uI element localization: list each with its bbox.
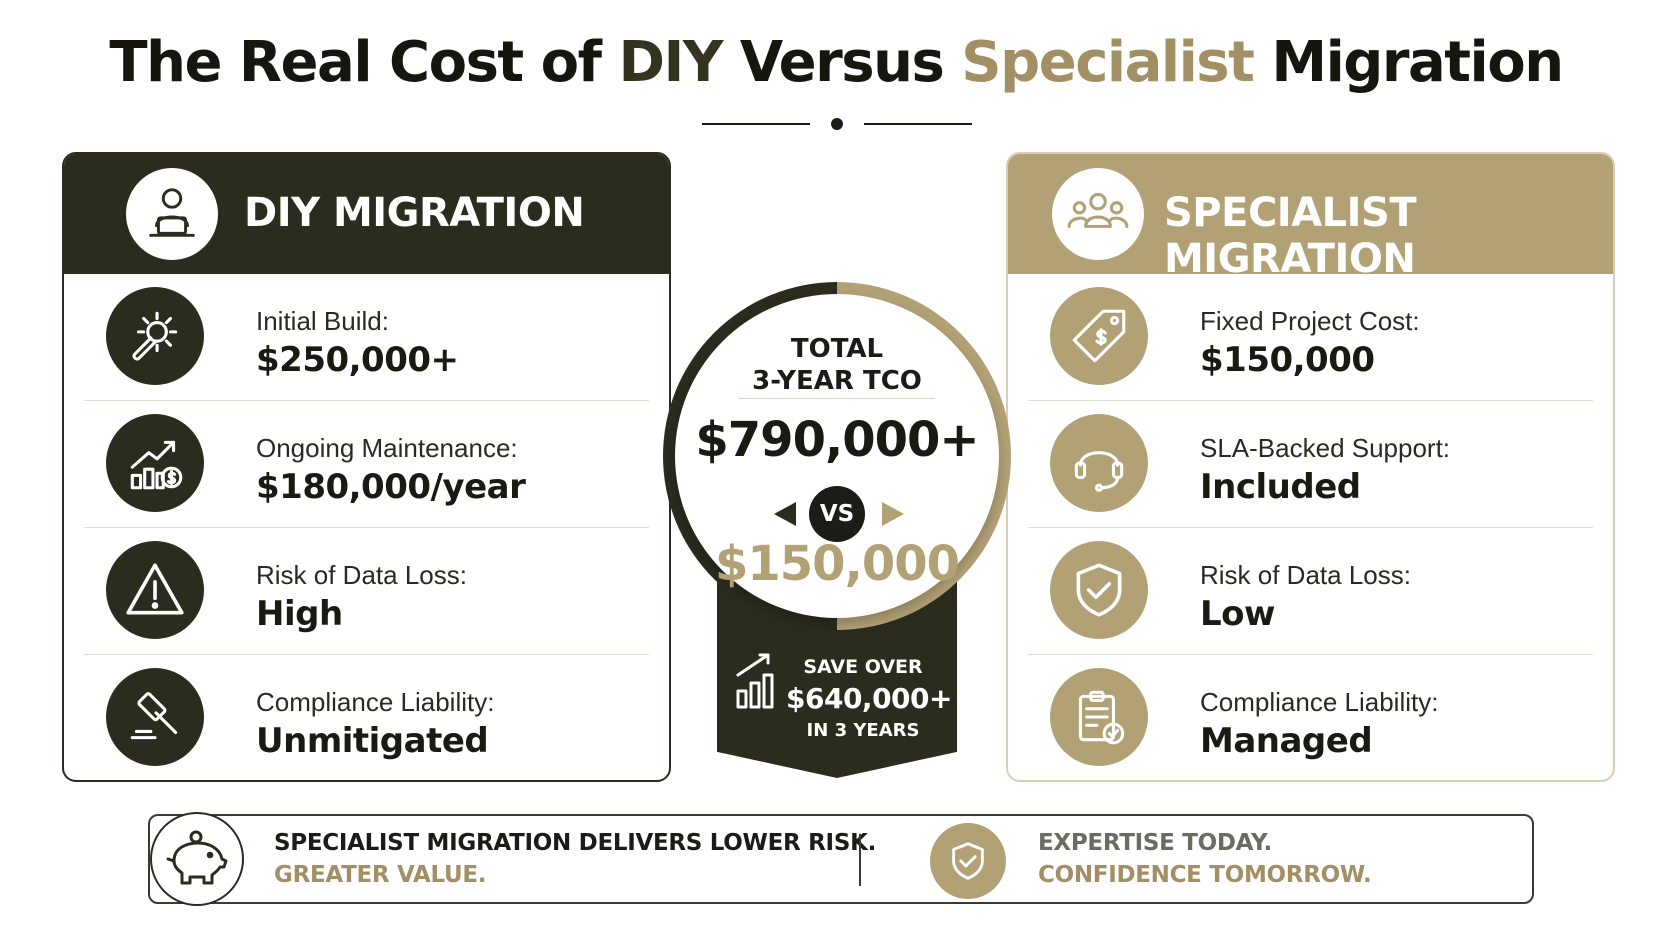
- savings-caption-top: SAVE OVER: [803, 656, 923, 678]
- specialist-row-value: Managed: [1200, 721, 1373, 761]
- tco-badge-inner: TOTAL 3-YEAR TCO $790,000+ VS $150,000: [675, 294, 999, 618]
- specialist-row-label: Compliance Liability:: [1200, 687, 1439, 717]
- diy-row-data-loss: Risk of Data Loss: High: [84, 528, 649, 655]
- headset-icon: [1050, 414, 1148, 512]
- arrow-left-icon: [774, 502, 796, 526]
- arrow-right-icon: [882, 502, 904, 526]
- row-divider: [1028, 654, 1593, 655]
- chart-dollar-icon: [106, 414, 204, 512]
- diy-row-label: Compliance Liability:: [256, 687, 495, 717]
- title-part-3: Versus: [721, 30, 962, 95]
- specialist-row-value: Low: [1200, 594, 1275, 634]
- diy-row-label: Ongoing Maintenance:: [256, 433, 518, 463]
- gavel-icon: [106, 668, 204, 766]
- price-tag-icon: [1050, 287, 1148, 385]
- title-divider-dot: [831, 118, 843, 130]
- diy-migration-card: DIY MIGRATION Initial Build: $250,000+: [62, 152, 671, 782]
- specialist-row-value: Included: [1200, 467, 1361, 507]
- diy-row-value: High: [256, 594, 343, 634]
- specialist-card-title: SPECIALIST MIGRATION: [1164, 190, 1417, 282]
- row-divider: [84, 654, 649, 655]
- banner-right-line2: CONFIDENCE TOMORROW.: [1038, 862, 1372, 888]
- warning-triangle-icon: [106, 541, 204, 639]
- title-part-specialist: Specialist: [961, 30, 1255, 95]
- banner-right-line1: EXPERTISE TODAY.: [1038, 830, 1272, 856]
- piggy-bank-icon: [150, 812, 244, 906]
- diy-row-label: Initial Build:: [256, 306, 389, 336]
- diy-card-title: DIY MIGRATION: [244, 190, 585, 236]
- savings-amount: $640,000+: [786, 682, 952, 715]
- row-divider: [84, 527, 649, 528]
- savings-caption-bottom: IN 3 YEARS: [806, 720, 920, 741]
- shield-check-icon: [1050, 541, 1148, 639]
- specialist-card-header: SPECIALIST MIGRATION: [1008, 154, 1613, 282]
- row-divider: [84, 400, 649, 401]
- tco-label-line1: TOTAL: [790, 334, 884, 364]
- tco-specialist-total: $150,000: [714, 536, 960, 592]
- title-part-diy: DIY: [618, 30, 724, 95]
- diy-row-value: $180,000/year: [256, 467, 526, 507]
- diy-card-header: DIY MIGRATION: [64, 154, 669, 274]
- row-divider: [1028, 400, 1593, 401]
- title-divider-left: [702, 123, 810, 125]
- diy-row-value: Unmitigated: [256, 721, 489, 761]
- person-laptop-icon: [126, 168, 218, 260]
- row-divider: [1028, 527, 1593, 528]
- title-part-1: The Real Cost of: [109, 30, 619, 95]
- team-icon: [1052, 168, 1144, 260]
- title-part-5: Migration: [1253, 30, 1564, 95]
- clipboard-check-icon: [1050, 668, 1148, 766]
- tco-label-line2: 3-YEAR TCO: [752, 366, 922, 396]
- title-divider-right: [864, 123, 972, 125]
- specialist-row-value: $150,000: [1200, 340, 1375, 380]
- banner-left-line1: SPECIALIST MIGRATION DELIVERS LOWER RISK…: [274, 830, 877, 856]
- tco-diy-total: $790,000+: [695, 412, 979, 468]
- gear-wrench-icon: [106, 287, 204, 385]
- specialist-row-fixed-cost: Fixed Project Cost: $150,000: [1028, 274, 1593, 401]
- specialist-migration-card: SPECIALIST MIGRATION Fixed Project Cost:…: [1006, 152, 1615, 782]
- banner-left-line2: GREATER VALUE.: [274, 862, 487, 888]
- page-title: The Real Cost of DIY Versus Specialist M…: [0, 30, 1672, 95]
- diy-row-compliance: Compliance Liability: Unmitigated: [84, 655, 649, 780]
- vs-badge: VS: [809, 486, 865, 542]
- tco-divider: [739, 398, 935, 399]
- diy-row-maintenance: Ongoing Maintenance: $180,000/year: [84, 401, 649, 528]
- diy-row-value: $250,000+: [256, 340, 459, 380]
- specialist-row-support: SLA-Backed Support: Included: [1028, 401, 1593, 528]
- diy-row-label: Risk of Data Loss:: [256, 560, 467, 590]
- specialist-row-label: SLA-Backed Support:: [1200, 433, 1451, 463]
- growth-chart-icon: [734, 651, 780, 716]
- banner-divider: [859, 834, 861, 886]
- specialist-row-label: Risk of Data Loss:: [1200, 560, 1411, 590]
- specialist-row-data-loss: Risk of Data Loss: Low: [1028, 528, 1593, 655]
- diy-row-initial-build: Initial Build: $250,000+: [84, 274, 649, 401]
- summary-banner: SPECIALIST MIGRATION DELIVERS LOWER RISK…: [148, 812, 1534, 906]
- tco-comparison-badge: TOTAL 3-YEAR TCO $790,000+ VS $150,000: [663, 282, 1011, 630]
- specialist-row-compliance: Compliance Liability: Managed: [1028, 655, 1593, 780]
- specialist-row-label: Fixed Project Cost:: [1200, 306, 1420, 336]
- shield-check-icon: [930, 823, 1006, 899]
